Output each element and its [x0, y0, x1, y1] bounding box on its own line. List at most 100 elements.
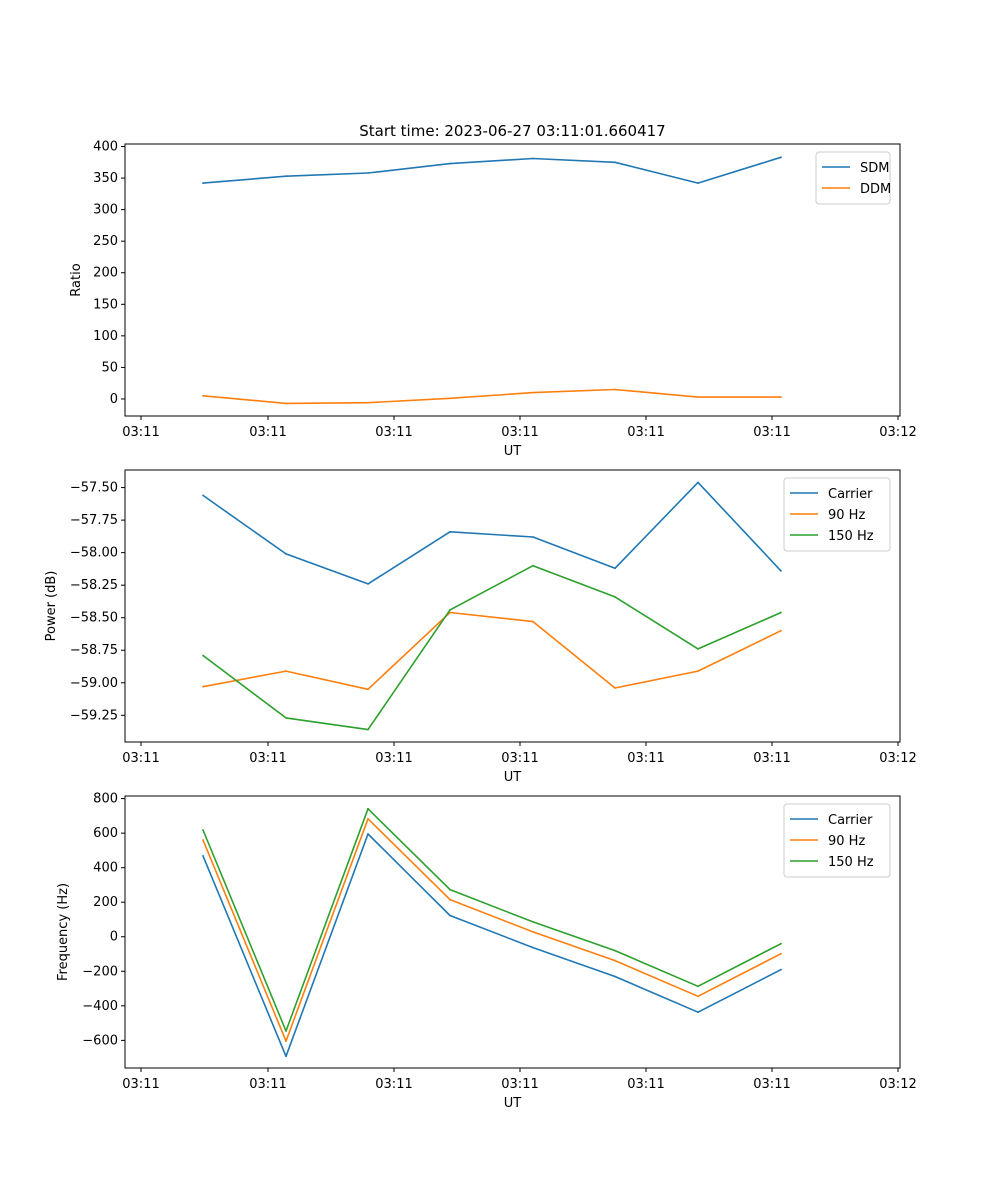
panel-3: −600 −400 −200 0 200 400 600 800 03:11 03:11 03:11… [56, 792, 917, 1111]
data-point [202, 494, 204, 497]
data-point [532, 931, 534, 933]
data-point [697, 182, 699, 185]
series-line-150-hz [202, 807, 782, 1032]
legend-label: 150 Hz [828, 855, 874, 870]
data-point [449, 397, 451, 400]
panel-1: 0 50 100 150 200 250 300 350 400 03:11 03:11 03:11 0… [69, 122, 917, 459]
x-tick-label: 03:12 [879, 425, 916, 440]
data-point [367, 728, 369, 731]
data-point [449, 530, 451, 533]
data-point [202, 855, 204, 857]
series-line-150-hz [202, 564, 782, 731]
y-tick-label: −400 [82, 999, 118, 1014]
series-line-carrier [202, 481, 782, 585]
y-tick-label: 50 [101, 360, 118, 375]
y-tick-label: −57.50 [70, 481, 118, 496]
x-axis-label: UT [504, 444, 522, 459]
y-tick-label: −58.50 [70, 611, 118, 626]
y-tick-label: −600 [82, 1033, 118, 1048]
y-tick-label: 200 [93, 266, 118, 281]
x-tick-label: 03:11 [501, 425, 538, 440]
data-point [285, 1040, 287, 1042]
series-line-90-hz [202, 817, 782, 1042]
data-point [202, 182, 204, 185]
y-tick-label: 800 [93, 792, 118, 807]
data-point [202, 654, 204, 657]
axes-frame [124, 143, 901, 417]
data-point [532, 564, 534, 567]
x-tick-label: 03:11 [753, 1077, 790, 1092]
y-axis-label: Ratio [69, 263, 84, 296]
y-tick-label: −58.00 [70, 546, 118, 561]
data-point [697, 1011, 699, 1014]
y-tick-label: 400 [93, 140, 118, 155]
legend-label: 90 Hz [828, 508, 865, 523]
data-point [367, 401, 369, 404]
series-line-carrier [202, 833, 782, 1058]
data-point [697, 985, 699, 988]
data-point [285, 717, 287, 719]
series-line-sdm [202, 156, 782, 184]
x-tick-label: 03:11 [627, 425, 664, 440]
series-line-ddm [202, 388, 781, 405]
panel-2: −59.25 −59.00 −58.75 −58.50 −58.25 −58.00 −57.… [44, 469, 917, 785]
legend-label: Carrier [828, 813, 873, 828]
data-point [202, 829, 204, 831]
data-point [449, 898, 451, 901]
x-tick-label: 03:11 [122, 751, 159, 766]
data-point [532, 391, 534, 394]
data-point [532, 946, 534, 949]
y-tick-label: 150 [93, 297, 118, 312]
legend: SDM DDM [815, 151, 891, 205]
x-tick-label: 03:11 [375, 751, 412, 766]
data-point [449, 611, 451, 614]
y-tick-label: −58.25 [70, 578, 118, 593]
data-point [367, 172, 369, 174]
data-point [697, 396, 699, 398]
legend-box [815, 151, 891, 205]
legend: Carrier 90 Hz 150 Hz [783, 477, 891, 552]
x-tick-label: 03:11 [249, 1077, 286, 1092]
axes-frame [124, 469, 901, 743]
data-point [614, 975, 616, 978]
y-tick-label: 300 [93, 203, 118, 218]
axes-frame [124, 795, 901, 1069]
y-tick-label: 250 [93, 234, 118, 249]
data-point [449, 914, 451, 917]
data-point [367, 817, 369, 820]
x-tick-label: 03:11 [627, 751, 664, 766]
y-tick-label: 400 [93, 861, 118, 876]
chart-title: Start time: 2023-06-27 03:11:01.660417 [359, 122, 665, 140]
data-point [285, 553, 287, 555]
data-point [449, 162, 451, 165]
data-point [614, 567, 616, 570]
series-line-90-hz [202, 611, 782, 691]
y-tick-label: −59.25 [70, 708, 118, 723]
data-point [202, 394, 204, 397]
y-tick-label: 600 [93, 826, 118, 841]
legend: Carrier 90 Hz 150 Hz [783, 803, 891, 878]
data-point [285, 1030, 287, 1032]
legend-box [783, 803, 891, 878]
data-point [697, 648, 699, 650]
x-axis-label: UT [504, 1096, 522, 1111]
x-tick-label: 03:11 [122, 1077, 159, 1092]
x-tick-label: 03:11 [753, 425, 790, 440]
y-tick-label: 0 [110, 392, 118, 407]
x-axis-label: UT [504, 770, 522, 785]
data-point [285, 1055, 287, 1058]
x-tick-label: 03:11 [249, 425, 286, 440]
y-tick-label: 350 [93, 171, 118, 186]
x-tick-label: 03:11 [249, 751, 286, 766]
data-point [780, 629, 782, 632]
data-point [532, 536, 534, 538]
data-point [202, 685, 204, 688]
legend-label: 150 Hz [828, 529, 874, 544]
y-tick-label: −59.00 [70, 676, 118, 691]
data-point [367, 833, 369, 835]
y-tick-label: 200 [93, 895, 118, 910]
data-point [532, 921, 534, 923]
x-tick-label: 03:11 [501, 1077, 538, 1092]
data-point [285, 670, 287, 672]
data-point [285, 175, 287, 178]
